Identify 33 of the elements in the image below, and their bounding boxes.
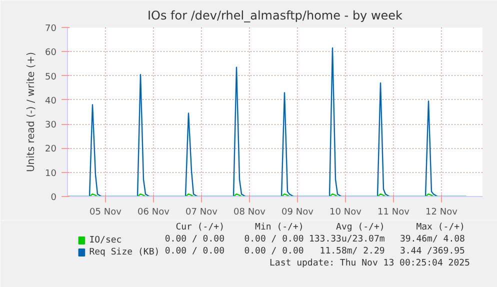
text: 3.44 /369.95 — [400, 246, 465, 256]
text: 0.00 / 0.00 — [164, 234, 224, 244]
legend-label: IO/sec — [89, 236, 122, 246]
text: Avg (-/+) — [336, 222, 385, 232]
text: 133.33u/23.07m — [308, 234, 385, 244]
y-tick-label: 40 — [45, 96, 57, 106]
x-tick-label: 08 Nov — [234, 208, 266, 218]
text: Last update: Thu Nov 13 00:25:04 2025 — [269, 258, 470, 268]
text: Cur (-/+) — [176, 222, 224, 232]
x-tick-label: 05 Nov — [90, 208, 122, 218]
y-tick-label: 30 — [45, 120, 57, 131]
x-tick-label: 12 Nov — [426, 208, 458, 218]
y-tick-label: 50 — [45, 72, 57, 82]
x-tick-label: 10 Nov — [330, 208, 362, 218]
text: 0.00 / 0.00 — [244, 246, 304, 256]
x-tick-label: 06 Nov — [138, 208, 170, 218]
x-tick-label: 07 Nov — [186, 208, 218, 218]
y-tick-label: 70 — [45, 24, 57, 34]
text: 11.58m/ 2.29 — [320, 246, 385, 256]
y-tick-label: 20 — [45, 144, 57, 155]
y-tick-label: 60 — [45, 48, 57, 58]
text: 0.00 / 0.00 — [244, 234, 304, 244]
text: Max (-/+) — [416, 222, 465, 232]
y-axis-title: Units read (-) / write (+) — [26, 52, 38, 172]
text: 39.46m/ 4.08 — [400, 234, 465, 244]
text: Min (-/+) — [255, 222, 304, 232]
legend-label: Req Size (KB) — [89, 248, 160, 258]
x-tick-label: 09 Nov — [282, 208, 314, 218]
chart-title: IOs for /dev/rhel_almasftp/home - by week — [148, 8, 403, 22]
y-tick-label: 10 — [45, 168, 57, 179]
x-tick-label: 11 Nov — [378, 208, 410, 218]
y-tick-label: 0 — [50, 193, 57, 203]
text: 0.00 / 0.00 — [164, 246, 224, 256]
